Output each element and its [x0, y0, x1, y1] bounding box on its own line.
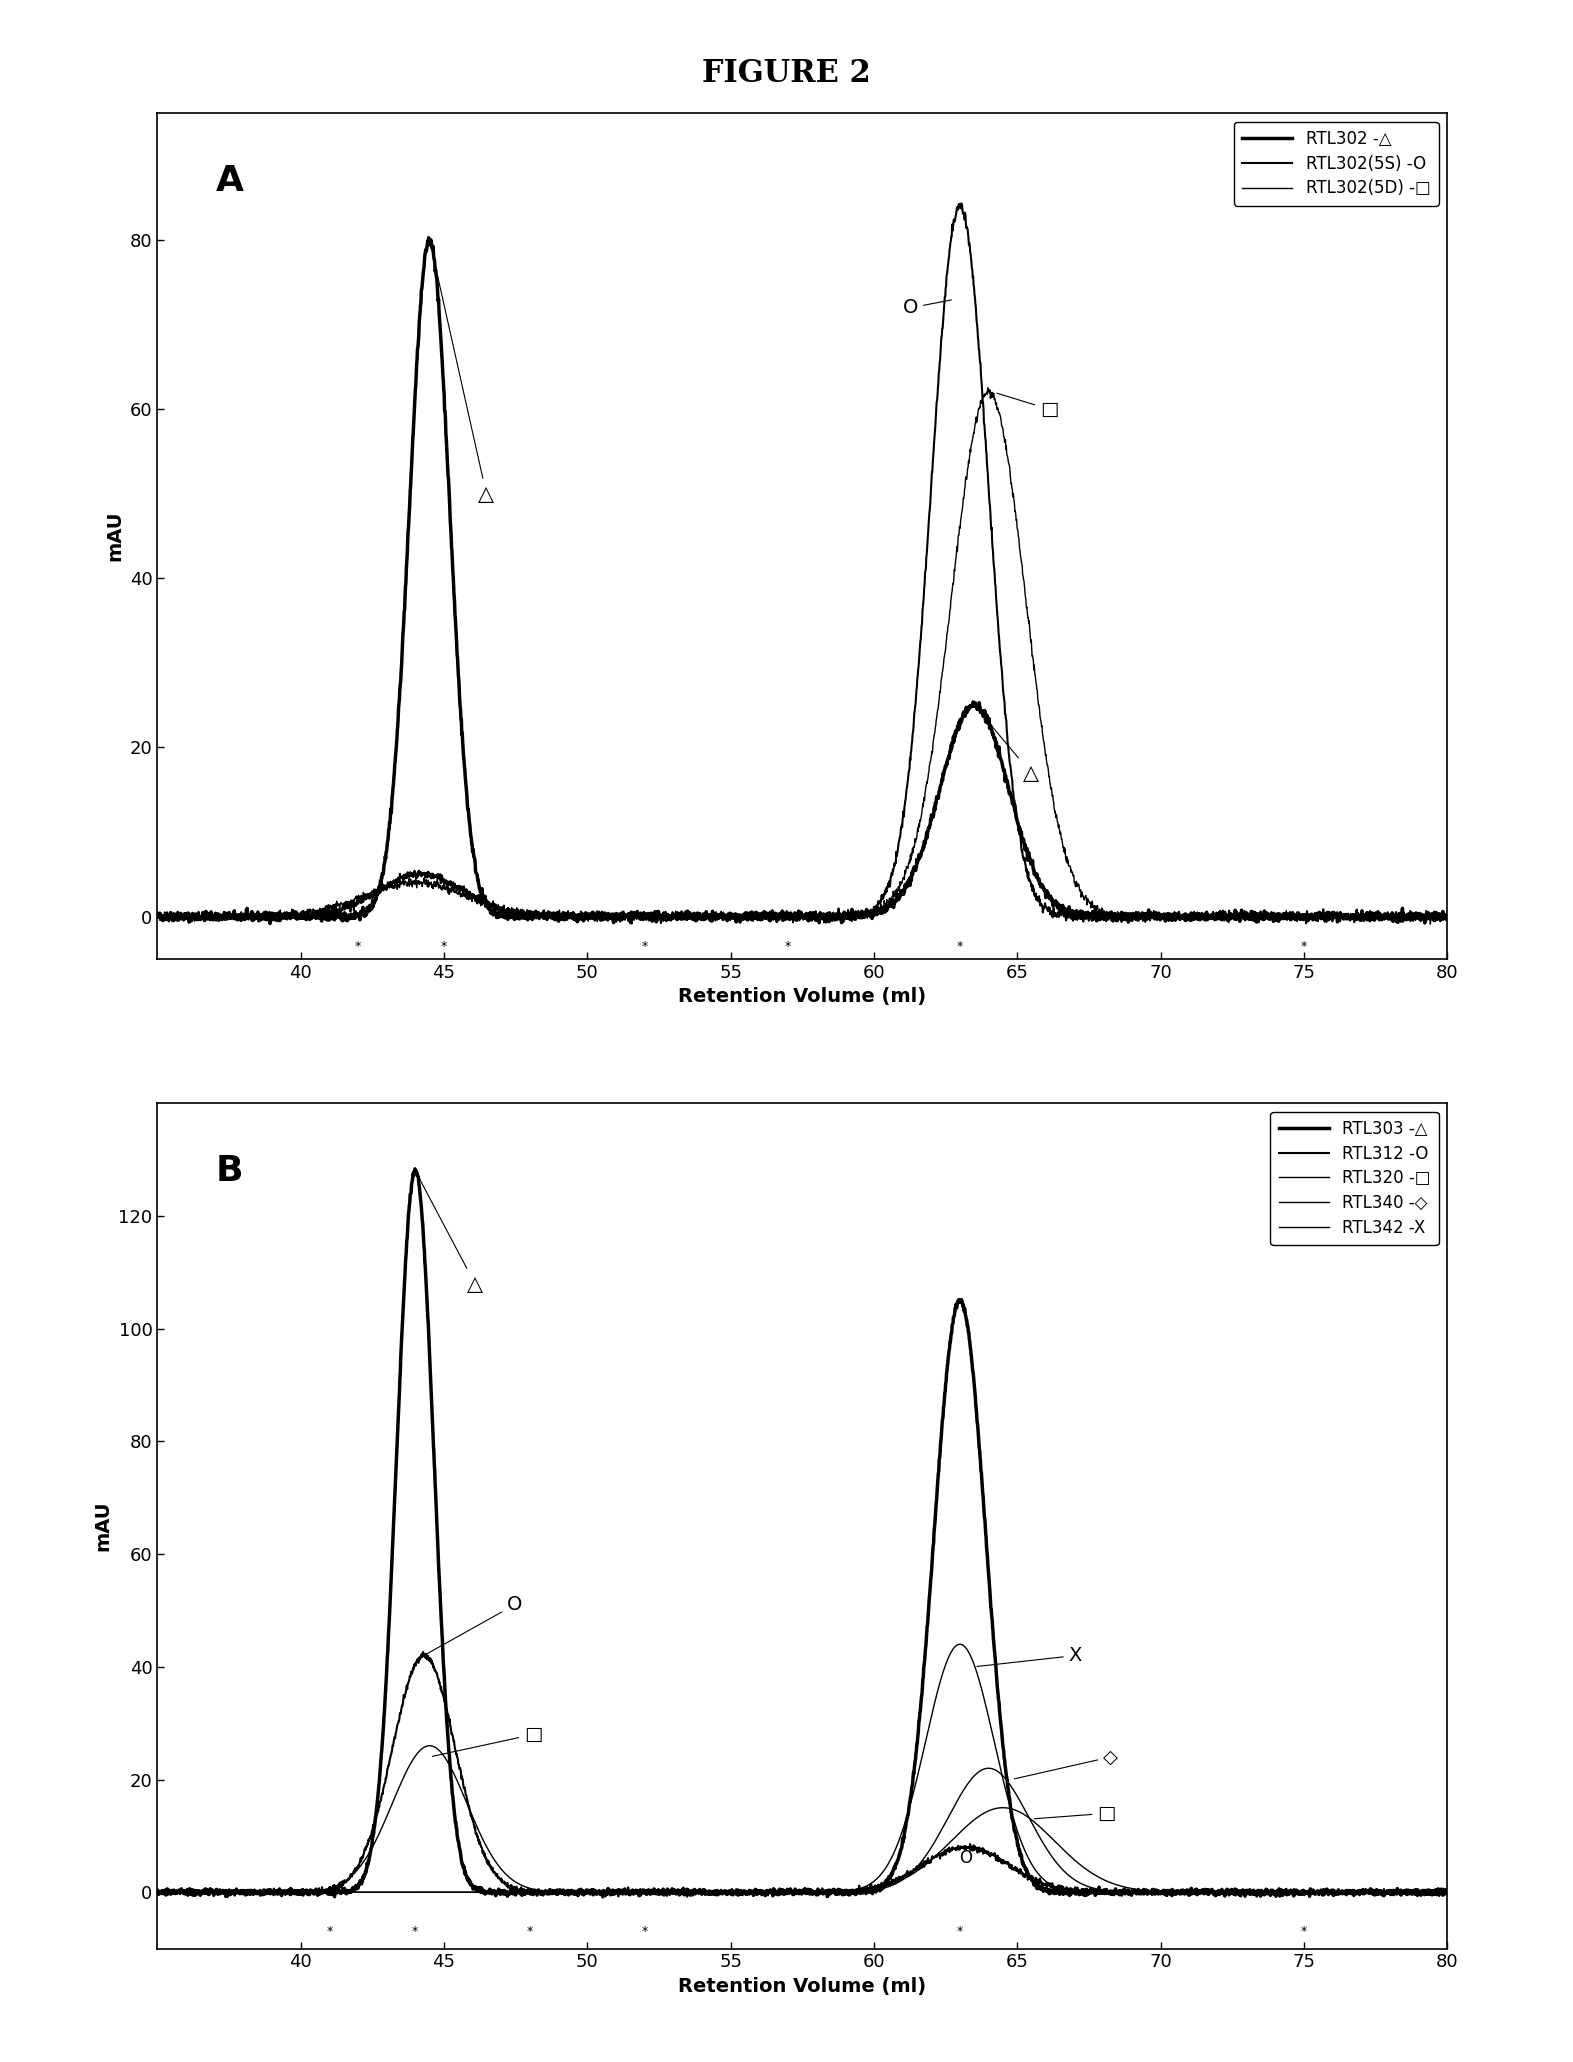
Text: △: △ [417, 1173, 483, 1293]
X-axis label: Retention Volume (ml): Retention Volume (ml) [678, 988, 926, 1006]
Y-axis label: mAU: mAU [94, 1501, 113, 1551]
Text: *: * [355, 940, 362, 953]
Text: X: X [977, 1645, 1082, 1666]
Text: A: A [216, 165, 244, 198]
Text: O: O [426, 1596, 522, 1654]
Text: O: O [960, 1850, 972, 1868]
Legend: RTL302 -△, RTL302(5S) -O, RTL302(5D) -□: RTL302 -△, RTL302(5S) -O, RTL302(5D) -□ [1235, 122, 1439, 206]
Text: *: * [642, 940, 648, 953]
Legend: RTL303 -△, RTL312 -O, RTL320 -□, RTL340 -◇, RTL342 -X: RTL303 -△, RTL312 -O, RTL320 -□, RTL340 … [1271, 1111, 1439, 1245]
Text: *: * [527, 1926, 533, 1938]
Text: *: * [956, 1926, 963, 1938]
Text: □: □ [433, 1726, 543, 1757]
Text: *: * [1301, 940, 1307, 953]
Text: B: B [216, 1155, 242, 1188]
Text: *: * [412, 1926, 418, 1938]
Text: △: △ [429, 243, 494, 503]
Text: ◇: ◇ [1015, 1747, 1118, 1780]
Text: *: * [326, 1926, 332, 1938]
Text: FIGURE 2: FIGURE 2 [702, 58, 871, 89]
Text: *: * [956, 940, 963, 953]
X-axis label: Retention Volume (ml): Retention Volume (ml) [678, 1977, 926, 1996]
Y-axis label: mAU: mAU [105, 511, 124, 561]
Text: △: △ [975, 707, 1038, 784]
Text: □: □ [997, 394, 1059, 419]
Text: *: * [1301, 1926, 1307, 1938]
Text: *: * [785, 940, 791, 953]
Text: *: * [440, 940, 447, 953]
Text: O: O [903, 299, 952, 318]
Text: □: □ [1035, 1804, 1115, 1823]
Text: *: * [642, 1926, 648, 1938]
